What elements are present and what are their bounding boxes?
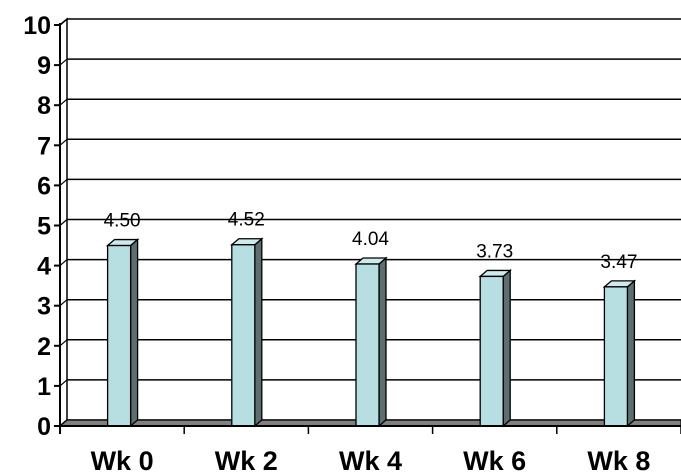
bar-side xyxy=(502,269,511,428)
y-axis-ticks: 0 1 2 3 4 5 6 7 8 9 10 xyxy=(23,12,51,441)
x-axis-ticks: Wk 0 Wk 2 Wk 4 Wk 6 Wk 8 xyxy=(91,446,651,473)
y-tick-label: 3 xyxy=(37,293,51,321)
y-tick-label: 1 xyxy=(37,373,51,401)
gridline-diagonal xyxy=(59,178,68,186)
gridline-diagonal xyxy=(59,58,68,66)
y-tick-label: 8 xyxy=(37,92,51,120)
bar xyxy=(231,244,256,427)
data-label: 4.04 xyxy=(352,229,389,250)
gridline-diagonal xyxy=(59,299,68,307)
bar-side xyxy=(254,237,263,428)
gridline-diagonal xyxy=(59,339,68,347)
bars xyxy=(105,237,637,428)
bar xyxy=(479,275,504,427)
y-tick-label: 9 xyxy=(37,52,51,80)
gridline-diagonal xyxy=(59,259,68,267)
y-tick-label: 10 xyxy=(23,12,51,40)
gridline-diagonal xyxy=(59,98,68,106)
bar-side xyxy=(626,279,636,428)
bar xyxy=(603,286,629,427)
y-tick-label: 2 xyxy=(37,333,51,361)
data-label: 3.47 xyxy=(600,252,637,273)
data-label: 3.73 xyxy=(476,241,513,262)
x-tick-label: Wk 2 xyxy=(215,446,278,473)
data-label: 4.52 xyxy=(228,210,265,231)
bar xyxy=(355,263,380,427)
bar xyxy=(106,244,132,427)
gridline-diagonal xyxy=(59,18,68,26)
y-tick-label: 7 xyxy=(37,132,51,160)
y-tick-label: 0 xyxy=(37,413,51,441)
bar-side xyxy=(129,238,139,428)
y-tick-label: 6 xyxy=(37,172,51,200)
x-tick-label: Wk 4 xyxy=(339,446,402,473)
gridline-diagonal xyxy=(59,219,68,226)
y-tick-label: 4 xyxy=(37,253,51,281)
bar-side xyxy=(378,256,387,428)
x-tick-label: Wk 6 xyxy=(463,446,526,473)
gridline-diagonal xyxy=(59,379,68,387)
x-tick-label: Wk 0 xyxy=(91,446,154,473)
data-label: 4.50 xyxy=(104,211,141,232)
axes xyxy=(54,23,681,434)
data-labels: 4.50 4.52 4.04 3.73 3.47 xyxy=(104,210,638,273)
y-tick-label: 5 xyxy=(37,213,51,241)
x-tick-label: Wk 8 xyxy=(587,446,650,473)
gridline-diagonal xyxy=(59,138,68,146)
